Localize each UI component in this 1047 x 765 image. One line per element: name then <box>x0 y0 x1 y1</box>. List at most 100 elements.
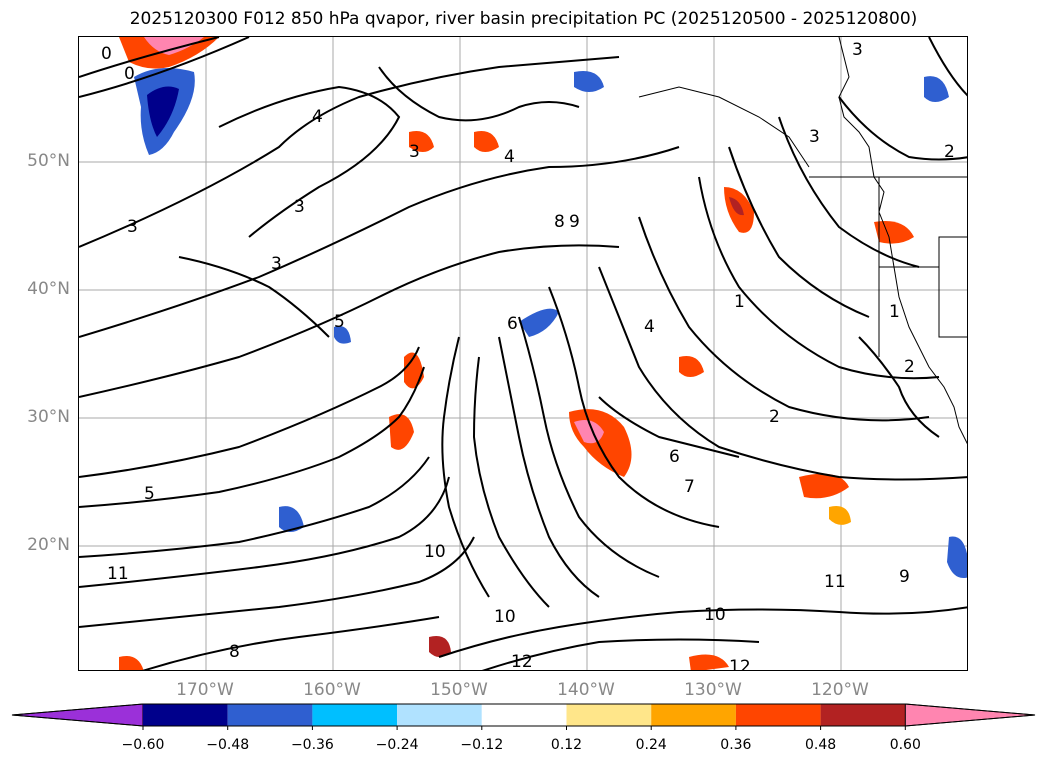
contour-line <box>79 346 420 478</box>
north-america-coastline <box>838 37 967 445</box>
contour-label: 7 <box>684 477 695 497</box>
contour-line <box>778 116 920 268</box>
map-canvas: 0 3 4 3 3 4 5 6 8 9 10 10 11 12 12 1 2 2… <box>79 37 967 671</box>
negative-pc-patch <box>924 76 949 102</box>
positive-pc-patch <box>569 409 632 477</box>
contour-line <box>438 606 967 658</box>
contour-line <box>79 146 680 338</box>
positive-pc-patch <box>119 656 144 670</box>
contour-line <box>79 366 425 508</box>
lon-label-160w: 160°W <box>303 680 361 700</box>
contour-line <box>498 336 600 598</box>
contour-label: 4 <box>312 107 323 127</box>
colorbar-extend-min <box>11 703 144 727</box>
contour-label: 12 <box>511 652 533 671</box>
lon-label-140w: 140°W <box>557 680 615 700</box>
contour-label: 11 <box>824 572 846 592</box>
state-border <box>938 267 967 338</box>
positive-pc-patch <box>409 131 434 152</box>
contour-line <box>728 146 870 318</box>
negative-pc-patch <box>334 326 351 344</box>
colorbar-outline <box>11 703 1036 727</box>
contour-label: 3 <box>127 217 138 237</box>
contour-line <box>472 356 550 608</box>
negative-pc-patch <box>947 536 967 578</box>
precip-pc-shading <box>119 37 967 670</box>
contour-line <box>218 85 401 238</box>
contour-line <box>858 336 940 438</box>
contour-label: 0 <box>101 44 112 64</box>
lat-label-40n: 40°N <box>27 279 70 299</box>
coastlines <box>638 37 967 445</box>
contour-label: 4 <box>644 317 655 337</box>
colorbar-tick-label: −0.24 <box>375 737 419 753</box>
contour-line <box>838 96 967 161</box>
contour-label: 10 <box>424 542 446 562</box>
positive-pc-patch <box>799 473 849 499</box>
contour-label: 8 <box>554 212 565 232</box>
lon-label-120w: 120°W <box>811 680 869 700</box>
positive-pc-patch <box>474 131 499 152</box>
colorbar-segment <box>820 704 906 726</box>
contour-line <box>79 536 475 628</box>
contour-label: 5 <box>144 484 155 504</box>
contour-label: 9 <box>899 567 910 587</box>
colorbar-segment <box>143 704 228 726</box>
lat-label-20n: 20°N <box>27 535 70 555</box>
contour-label: 3 <box>294 197 305 217</box>
contour-line <box>178 256 330 338</box>
contour-label: 2 <box>904 357 915 377</box>
contour-line <box>481 638 760 670</box>
contour-label: 11 <box>107 564 129 584</box>
contour-label: 3 <box>409 142 420 162</box>
colorbar-tick-label: −0.12 <box>460 737 504 753</box>
contour-line <box>598 266 967 481</box>
contour-label: 12 <box>729 657 751 671</box>
positive-pc-patch <box>574 419 604 444</box>
colorbar-tick-label: 0.60 <box>889 737 921 753</box>
contour-line <box>518 316 660 578</box>
contour-line <box>441 336 490 598</box>
colorbar-tick-label: 0.12 <box>550 737 583 753</box>
contour-label: 8 <box>229 642 240 662</box>
contour-label: 3 <box>271 254 282 274</box>
contour-line <box>79 37 220 78</box>
lon-label-150w: 150°W <box>430 680 488 700</box>
lat-label-50n: 50°N <box>27 151 70 171</box>
colorbar-segment <box>651 704 736 726</box>
positive-pc-patch <box>689 654 729 670</box>
positive-pc-patch <box>429 636 451 657</box>
contour-label: 0 <box>124 64 135 84</box>
positive-pc-patch <box>144 37 204 55</box>
colorbar-tick-label: 0.24 <box>635 737 667 753</box>
contour-label: 3 <box>852 40 863 60</box>
colorbar-tick-label: −0.36 <box>290 737 334 753</box>
colorbar-segment <box>566 704 652 726</box>
contour-line <box>142 616 440 670</box>
colorbar-segment <box>735 704 821 726</box>
negative-pc-patch <box>574 71 604 92</box>
contour-label: 4 <box>504 147 515 167</box>
contour-line <box>378 66 580 122</box>
contour-label: 5 <box>334 312 345 332</box>
contour-line <box>638 216 930 422</box>
positive-pc-patch <box>874 221 914 244</box>
positive-pc-patch <box>679 356 704 377</box>
contour-label: 1 <box>734 292 745 312</box>
contour-line <box>698 176 940 380</box>
negative-pc-patch <box>279 506 304 532</box>
map-plot-area[interactable]: 0 3 4 3 3 4 5 6 8 9 10 10 11 12 12 1 2 2… <box>78 36 968 671</box>
colorbar-segment <box>312 704 398 726</box>
colorbar-tick-label: 0.36 <box>720 737 752 753</box>
contour-line <box>79 456 430 558</box>
positive-pc-patch <box>829 506 851 525</box>
negative-pc-patch <box>519 308 559 337</box>
colorbar-segment <box>227 704 313 726</box>
contour-label: 2 <box>944 142 955 162</box>
colorbar-tick-label: −0.60 <box>121 737 165 753</box>
colorbar-tick-label: −0.48 <box>206 737 250 753</box>
lon-label-170w: 170°W <box>176 680 234 700</box>
lat-label-30n: 30°N <box>27 407 70 427</box>
map-title: 2025120300 F012 850 hPa qvapor, river ba… <box>129 9 918 29</box>
contour-label: 3 <box>809 127 820 147</box>
